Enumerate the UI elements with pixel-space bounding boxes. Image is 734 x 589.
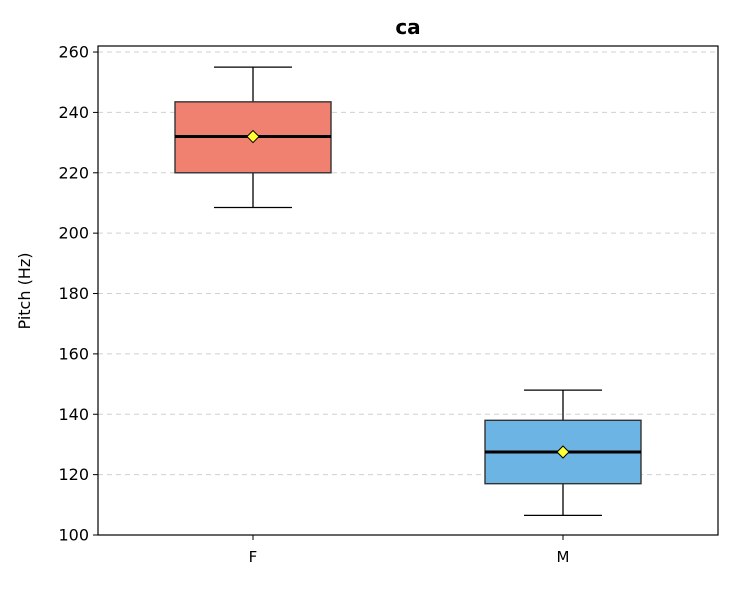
- mean-marker: [246, 129, 260, 144]
- y-tick-label: 120: [58, 465, 89, 484]
- y-axis-label: Pitch (Hz): [15, 253, 34, 330]
- y-tick-label: 160: [58, 344, 89, 363]
- y-tick-label: 100: [58, 526, 89, 545]
- y-tick-label: 180: [58, 284, 89, 303]
- x-tick-label: F: [249, 548, 258, 566]
- y-tick-label: 140: [58, 405, 89, 424]
- chart-title: ca: [395, 15, 420, 39]
- y-tick-label: 260: [58, 43, 89, 62]
- plot-frame: [97, 45, 719, 536]
- box-F: [174, 66, 332, 209]
- y-axis-ticks: 100 120 140 160 180 200 220 240 260: [58, 43, 98, 545]
- y-tick-label: 240: [58, 103, 89, 122]
- mean-marker: [556, 445, 570, 459]
- x-tick-label: M: [557, 548, 570, 566]
- y-tick-label: 200: [58, 224, 89, 243]
- box-series: [174, 66, 642, 517]
- y-tick-label: 220: [58, 163, 89, 182]
- box-M: [484, 389, 642, 517]
